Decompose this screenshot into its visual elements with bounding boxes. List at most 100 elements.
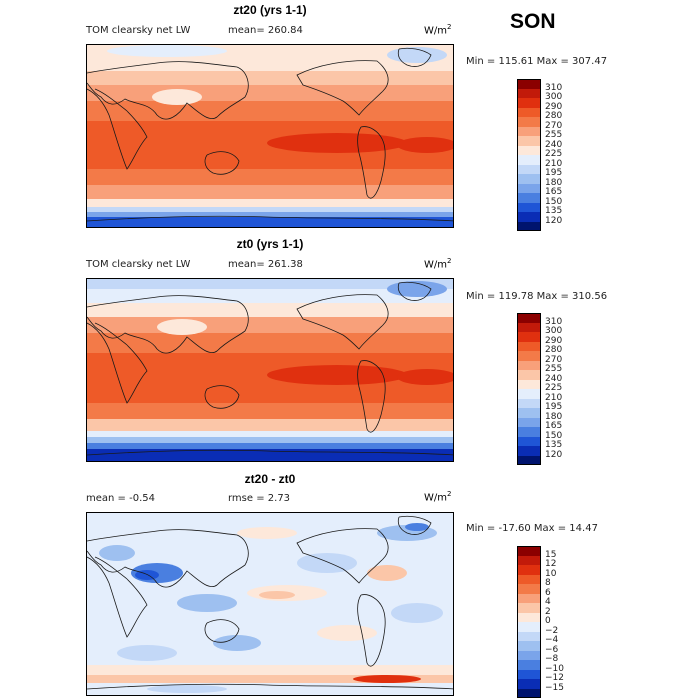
band-north-high (87, 289, 453, 303)
colorbar-swatch (517, 145, 541, 155)
panel1-mean-label: mean= 260.84 (228, 25, 303, 36)
band-south-sub (87, 403, 453, 419)
colorbar-tick-label: 310 (545, 316, 563, 327)
colorbar-tick-label: 165 (545, 421, 563, 431)
panel1-variable-label: TOM clearsky net LW (86, 25, 191, 36)
band-north-sub (87, 85, 453, 101)
coastlines (87, 281, 453, 456)
band-north-trop (87, 333, 453, 353)
warm-core-pacific (267, 365, 407, 385)
colorbar-tick-label: 310 (545, 82, 563, 93)
panel1-title: zt20 (yrs 1-1) (233, 3, 307, 17)
band-south-mid (87, 185, 453, 199)
colorbar-swatch (517, 88, 541, 98)
colorbar-tick-label: 290 (545, 101, 563, 112)
band-south-high2 (87, 207, 453, 212)
colorbar-tick-label: 0 (545, 616, 551, 626)
colorbar-swatch (517, 555, 541, 565)
colorbar-tick-label: 270 (545, 354, 563, 365)
colorbar-tick-label: 195 (545, 402, 563, 412)
colorbar-swatch (517, 174, 541, 184)
panel2-title: zt0 (yrs 1-1) (236, 237, 304, 251)
colorbar-swatch (517, 164, 541, 174)
colorbar-swatch (517, 193, 541, 203)
colorbar-swatch (517, 155, 541, 165)
panel2-minmax: Min = 119.78 Max = 310.56 (466, 291, 608, 302)
arctic-cool (107, 45, 227, 57)
panel3-title: zt20 - zt0 (244, 472, 296, 486)
panel3-units: W/m2 (424, 490, 452, 504)
colorbar-tick-label: 150 (545, 430, 563, 441)
colorbar-swatch (517, 126, 541, 136)
colorbar-swatch (517, 427, 541, 437)
colorbar-tick-label: 4 (545, 597, 551, 607)
panel3-mean-label: mean = -0.54 (86, 493, 155, 504)
greenland-cool (387, 281, 447, 297)
coastlines (87, 515, 453, 690)
panel2-map (86, 278, 454, 462)
tibet-cool-spot (157, 319, 207, 335)
colorbar-swatch (517, 313, 541, 323)
colorbar-swatch (517, 593, 541, 603)
panel1-minmax: Min = 115.61 Max = 307.47 (466, 56, 608, 67)
panel2-units: W/m2 (424, 257, 452, 271)
tibet-cool-spot (152, 89, 202, 105)
panel3-map (86, 512, 454, 696)
colorbar-tick-label: 10 (545, 568, 557, 579)
colorbar-swatch (517, 351, 541, 361)
colorbar-swatch (517, 370, 541, 380)
colorbar-swatch (517, 631, 541, 641)
band-south-high1 (87, 431, 453, 437)
band-north-polar (87, 279, 453, 289)
greenland-cool (387, 47, 447, 63)
colorbar-swatch (517, 341, 541, 351)
colorbar-tick-label: −8 (545, 654, 559, 664)
colorbar-tick-label: −2 (545, 625, 559, 636)
colorbar-tick-label: −12 (545, 673, 564, 683)
colorbar-swatch (517, 221, 541, 231)
colorbar-swatch (517, 202, 541, 212)
coastlines (87, 47, 453, 222)
panel1-map-field (87, 45, 453, 227)
panel3-minmax: Min = -17.60 Max = 14.47 (466, 523, 598, 534)
season-label: SON (510, 10, 556, 33)
warm-core-atlantic (397, 137, 453, 153)
colorbar-swatch (517, 332, 541, 342)
colorbar-tick-label: 280 (545, 345, 563, 355)
colorbar-swatch (517, 417, 541, 427)
colorbar-tick-label: 15 (545, 549, 557, 560)
panel3-rmse-label: rmse = 2.73 (228, 493, 291, 504)
colorbar-tick-label: 135 (545, 206, 563, 216)
colorbar-swatch (517, 379, 541, 389)
panel2-map-field (87, 279, 453, 461)
colorbar-swatch (517, 565, 541, 575)
panel2-variable-label: TOM clearsky net LW (86, 259, 191, 270)
colorbar-swatch (517, 98, 541, 108)
colorbar-tick-label: −10 (545, 663, 564, 674)
colorbar-tick-label: 210 (545, 392, 563, 403)
colorbar-swatch (517, 622, 541, 632)
colorbar-swatch (517, 584, 541, 594)
colorbar-swatch (517, 688, 541, 698)
colorbar-swatch (517, 679, 541, 689)
colorbar-swatch (517, 446, 541, 456)
band-south-mid (87, 419, 453, 431)
colorbar-swatch (517, 398, 541, 408)
colorbar-tick-label: 280 (545, 111, 563, 121)
panel1-map (86, 44, 454, 228)
colorbar-swatch (517, 641, 541, 651)
colorbar-tick-label: 165 (545, 187, 563, 197)
colorbar-swatch (517, 322, 541, 332)
colorbar-swatch (517, 574, 541, 584)
warm-core-pacific (267, 133, 407, 153)
colorbar-swatch (517, 612, 541, 622)
colorbar-swatch (517, 408, 541, 418)
colorbar-swatch (517, 603, 541, 613)
band-south-high3 (87, 443, 453, 449)
colorbar-swatch (517, 212, 541, 222)
colorbar-tick-label: 210 (545, 158, 563, 169)
colorbar-tick-label: 180 (545, 177, 563, 188)
colorbar-tick-label: −15 (545, 682, 564, 693)
colorbar-tick-label: −4 (545, 635, 559, 645)
colorbar-tick-label: 270 (545, 120, 563, 131)
